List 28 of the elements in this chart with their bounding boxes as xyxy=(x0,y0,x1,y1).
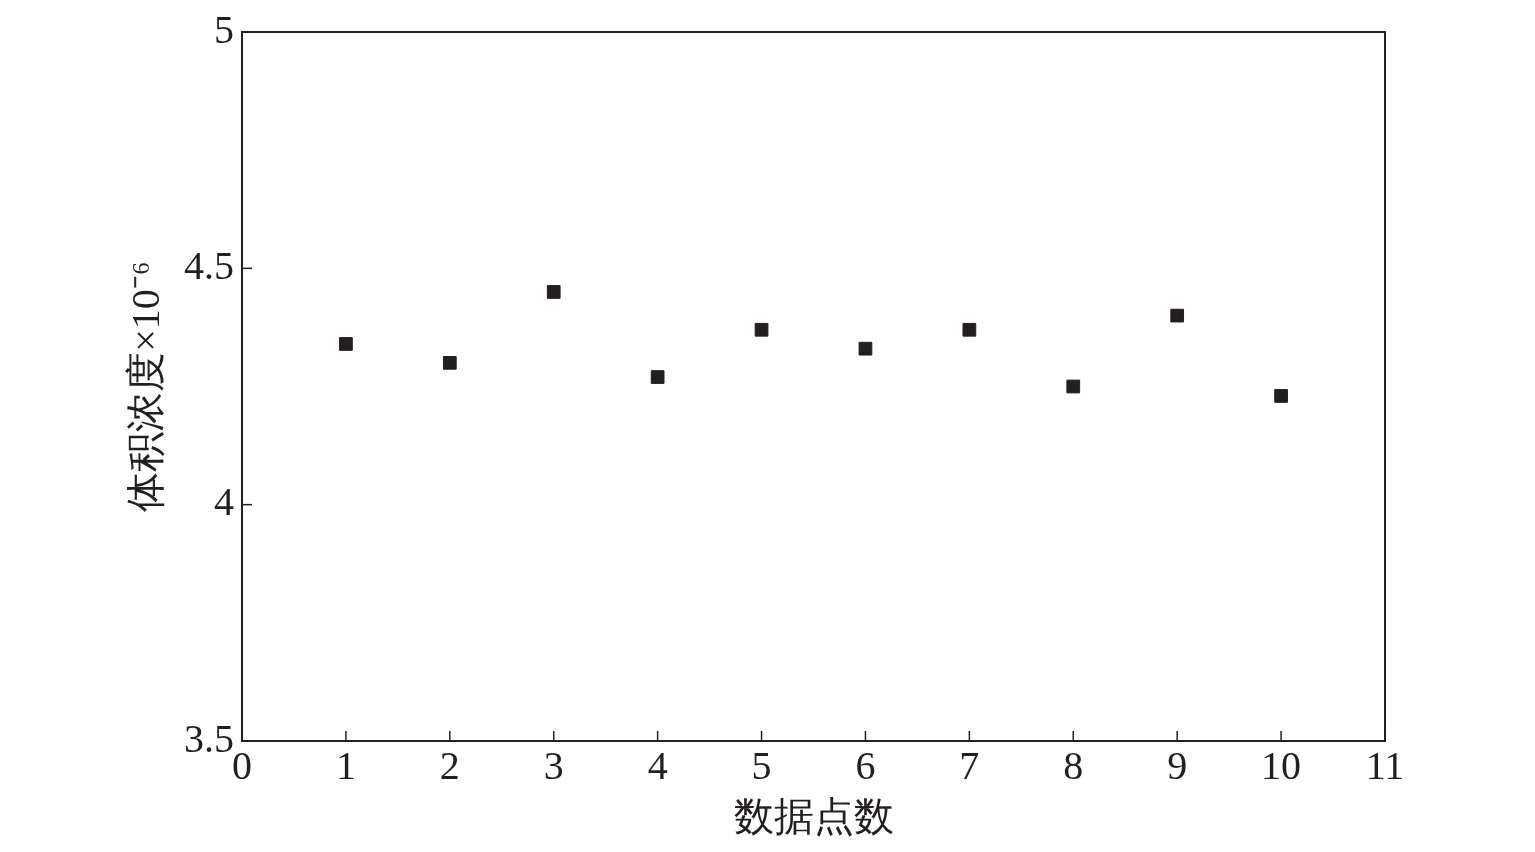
x-tick-label: 5 xyxy=(751,742,772,788)
x-tick-label: 6 xyxy=(855,742,876,788)
x-axis-title: 数据点数 xyxy=(733,793,894,839)
x-tick-label: 11 xyxy=(1365,742,1405,788)
point xyxy=(650,370,665,384)
x-tick-label: 2 xyxy=(439,742,460,788)
y-tick-label: 5 xyxy=(214,6,234,52)
y-axis-title: 体积浓度×10⁻⁶ xyxy=(122,261,168,512)
x-tick-label: 0 xyxy=(232,742,252,788)
y-tick-label: 4.5 xyxy=(184,242,234,288)
point xyxy=(962,322,977,337)
y-tick-label: 4 xyxy=(214,479,234,525)
x-tick-label: 8 xyxy=(1063,742,1084,788)
point xyxy=(1066,379,1081,394)
point xyxy=(1170,308,1185,323)
point xyxy=(339,337,353,351)
point xyxy=(1274,389,1288,403)
y-tick-label: 3.5 xyxy=(184,715,234,761)
x-tick-label: 3 xyxy=(543,742,564,788)
x-tick-label: 4 xyxy=(647,742,668,788)
point xyxy=(754,322,769,337)
x-tick-label: 10 xyxy=(1261,742,1302,788)
x-tick-label: 7 xyxy=(959,742,980,788)
point xyxy=(546,285,561,299)
point xyxy=(442,356,457,370)
x-tick-label: 1 xyxy=(335,742,356,788)
point xyxy=(858,341,873,356)
x-tick-label: 9 xyxy=(1167,742,1188,788)
